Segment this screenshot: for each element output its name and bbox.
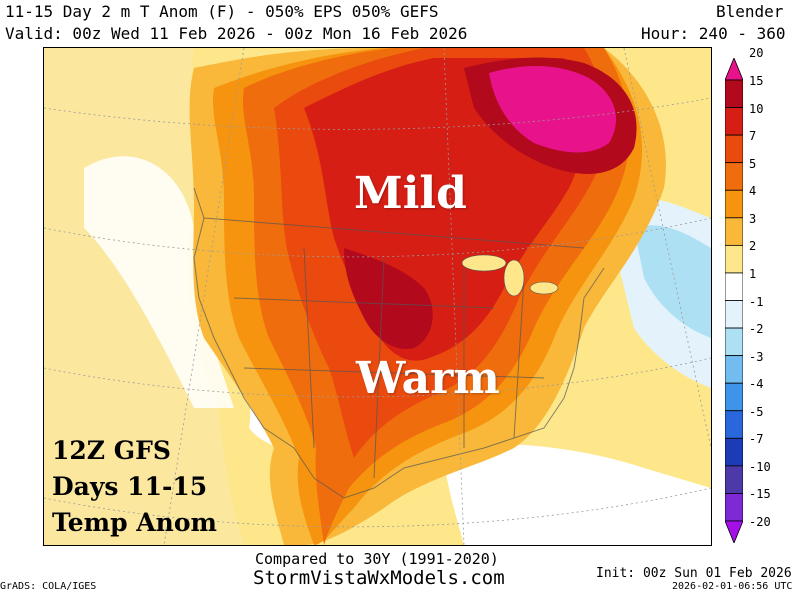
colorbar-tick-label: 4 (749, 184, 757, 199)
colorbar-tick-label: -5 (749, 404, 764, 419)
annotation-line-model: 12Z GFS (52, 436, 171, 465)
map-title: 11-15 Day 2 m T Anom (F) - 050% EPS 050%… (5, 2, 439, 21)
latitude-line (44, 357, 711, 398)
map-label-mild: Mild (354, 168, 467, 219)
colorbar-swatch (725, 300, 743, 329)
colorbar-swatch (725, 134, 743, 164)
colorbar-tick-label: 1 (749, 266, 757, 281)
colorbar-swatch (725, 327, 743, 357)
anomaly-field (44, 48, 711, 545)
colorbar-swatch (725, 107, 743, 136)
colorbar-tick-label: -4 (749, 377, 764, 392)
annotation-line-days: Days 11-15 (52, 472, 208, 501)
colorbar-swatch (725, 382, 743, 412)
lake (461, 254, 507, 272)
state-line-6 (243, 367, 545, 379)
colorbar-swatch (725, 189, 743, 219)
lake (529, 281, 559, 295)
temperature-anomaly-map: Mild Warm 12Z GFS Days 11-15 Temp Anom (43, 47, 712, 546)
state-line-2 (303, 247, 315, 449)
colorbar-tick-label: -1 (749, 294, 764, 309)
anomaly-15f-central (344, 248, 433, 349)
colorbar-swatch (725, 355, 743, 384)
colorbar-tick-label: -15 (749, 487, 771, 502)
colorbar-tick-label: 10 (749, 101, 764, 116)
colorbar-swatch (725, 244, 743, 274)
model-annotation: 12Z GFS Days 11-15 Temp Anom (52, 433, 217, 541)
colorbar-tick-label: 5 (749, 156, 757, 171)
grads-credit: GrADS: COLA/IGES (0, 581, 97, 592)
colorbar-swatch (725, 493, 743, 522)
model-name: Blender (716, 2, 784, 21)
atlantic-cool (634, 225, 711, 338)
colorbar-swatch (725, 79, 743, 108)
map-label-warm: Warm (356, 353, 500, 404)
colorbar-tick-label: -7 (749, 432, 764, 447)
longitude-line (163, 48, 245, 545)
colorbar-tick-label: -2 (749, 322, 764, 337)
colorbar-tick-label: 15 (749, 74, 764, 88)
latitude-line (44, 487, 711, 528)
graticule (44, 48, 711, 545)
latitude-line (44, 97, 711, 130)
colorbar (725, 58, 743, 543)
colorbar-tick-label: -3 (749, 349, 764, 364)
colorbar-tick-label: 3 (749, 211, 757, 226)
longitude-line (623, 48, 711, 449)
lake (503, 259, 525, 297)
boundaries (193, 187, 605, 499)
colorbar-swatch (725, 465, 743, 494)
caribbean-near-normal (444, 444, 711, 545)
us-canada-border (203, 217, 585, 249)
init-time: Init: 00z Sun 01 Feb 2026 (596, 566, 792, 581)
great-lakes (461, 254, 559, 297)
colorbar-bottom-arrow (725, 520, 743, 543)
colorbar-tick-label: 7 (749, 129, 757, 144)
state-line-5 (513, 277, 525, 439)
latitude-line (44, 217, 711, 258)
colorbar-tick-label: -20 (749, 515, 771, 529)
anomaly-20f-canada (489, 66, 617, 153)
colorbar-tick-label: 20 (749, 46, 764, 61)
colorbar-tick-label: 2 (749, 239, 757, 254)
annotation-line-anom: Temp Anom (52, 508, 217, 537)
valid-period: Valid: 00z Wed 11 Feb 2026 - 00z Mon 16 … (5, 24, 468, 43)
state-line-1 (233, 297, 495, 309)
forecast-hour-range: Hour: 240 - 360 (641, 24, 786, 43)
colorbar-swatch (725, 162, 743, 191)
baseline-note: Compared to 30Y (1991-2020) (255, 550, 499, 568)
colorbar-swatch (725, 410, 743, 439)
colorbar-swatch (725, 217, 743, 246)
coastline (193, 187, 605, 499)
colorbar-swatch (725, 272, 743, 301)
render-timestamp: 2026-02-01-06:56 UTC (672, 581, 793, 592)
site-name: StormVistaWxModels.com (253, 567, 505, 589)
colorbar-top-arrow (725, 58, 743, 81)
state-line-3 (373, 257, 385, 479)
colorbar-tick-label: -10 (749, 459, 771, 474)
colorbar-swatch (725, 437, 743, 467)
